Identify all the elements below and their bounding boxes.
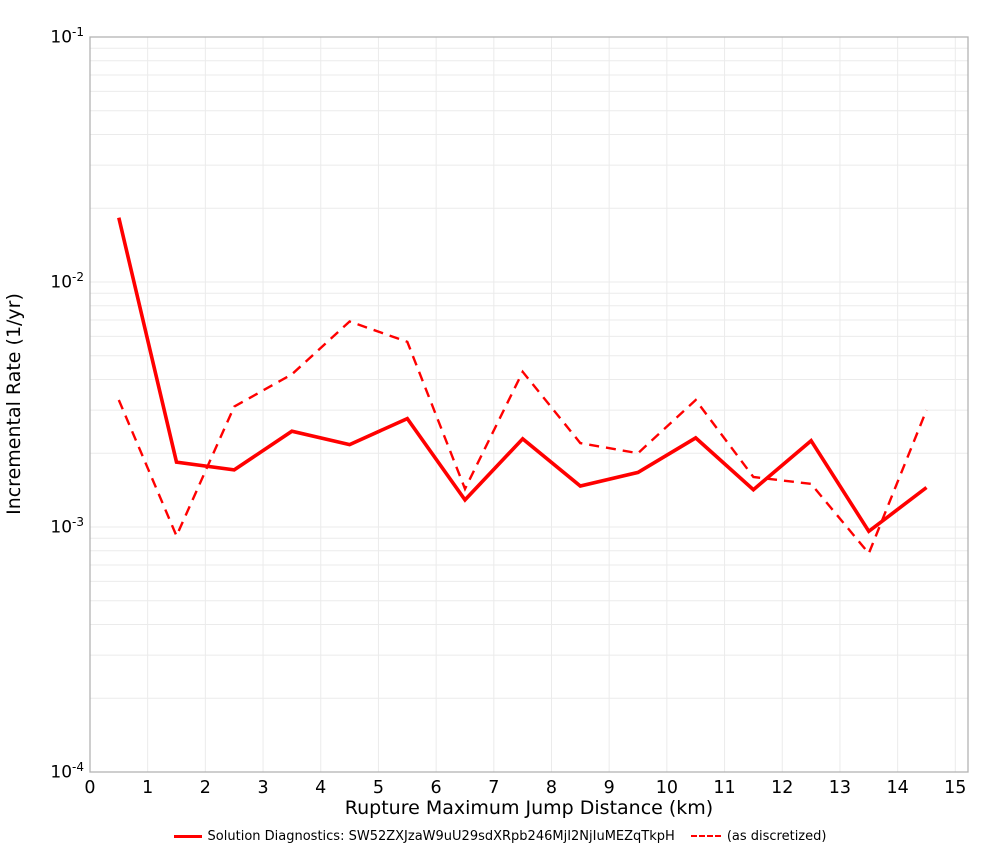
x-tick-label: 6 <box>431 778 442 798</box>
x-tick-label: 8 <box>546 778 557 798</box>
plot-border <box>89 36 969 773</box>
x-tick-label: 11 <box>713 778 735 798</box>
legend-label-solution-diagnostics: Solution Diagnostics: SW52ZXJzaW9uU29sdX… <box>207 828 675 844</box>
y-tick-label: 10-2 <box>50 269 84 293</box>
y-tick-label: 10-3 <box>50 514 84 538</box>
x-tick-label: 14 <box>886 778 908 798</box>
x-tick-label: 5 <box>373 778 384 798</box>
x-tick-label: 15 <box>944 778 966 798</box>
x-tick-label: 7 <box>488 778 499 798</box>
y-tick-label: 10-1 <box>50 24 84 48</box>
y-tick-label: 10-4 <box>50 759 84 783</box>
x-tick-label: 2 <box>200 778 211 798</box>
x-tick-label: 3 <box>257 778 268 798</box>
x-tick-label: 0 <box>84 778 95 798</box>
x-tick-label: 12 <box>771 778 793 798</box>
series-line-solid <box>117 217 928 534</box>
legend-dashed-line-icon <box>690 835 721 837</box>
legend: Solution Diagnostics: SW52ZXJzaW9uU29sdX… <box>0 824 1000 848</box>
legend-label-as-discretized: (as discretized) <box>726 828 827 844</box>
x-tick-label: 13 <box>829 778 851 798</box>
y-axis-title: Incremental Rate (1/yr) <box>3 293 25 515</box>
x-tick-label: 10 <box>656 778 678 798</box>
x-tick-label: 4 <box>315 778 326 798</box>
legend-solid-line-icon <box>173 834 202 838</box>
x-axis-title: Rupture Maximum Jump Distance (km) <box>344 797 714 819</box>
series-line-dashed <box>117 320 928 556</box>
x-tick-label: 1 <box>142 778 153 798</box>
x-tick-label: 9 <box>604 778 615 798</box>
